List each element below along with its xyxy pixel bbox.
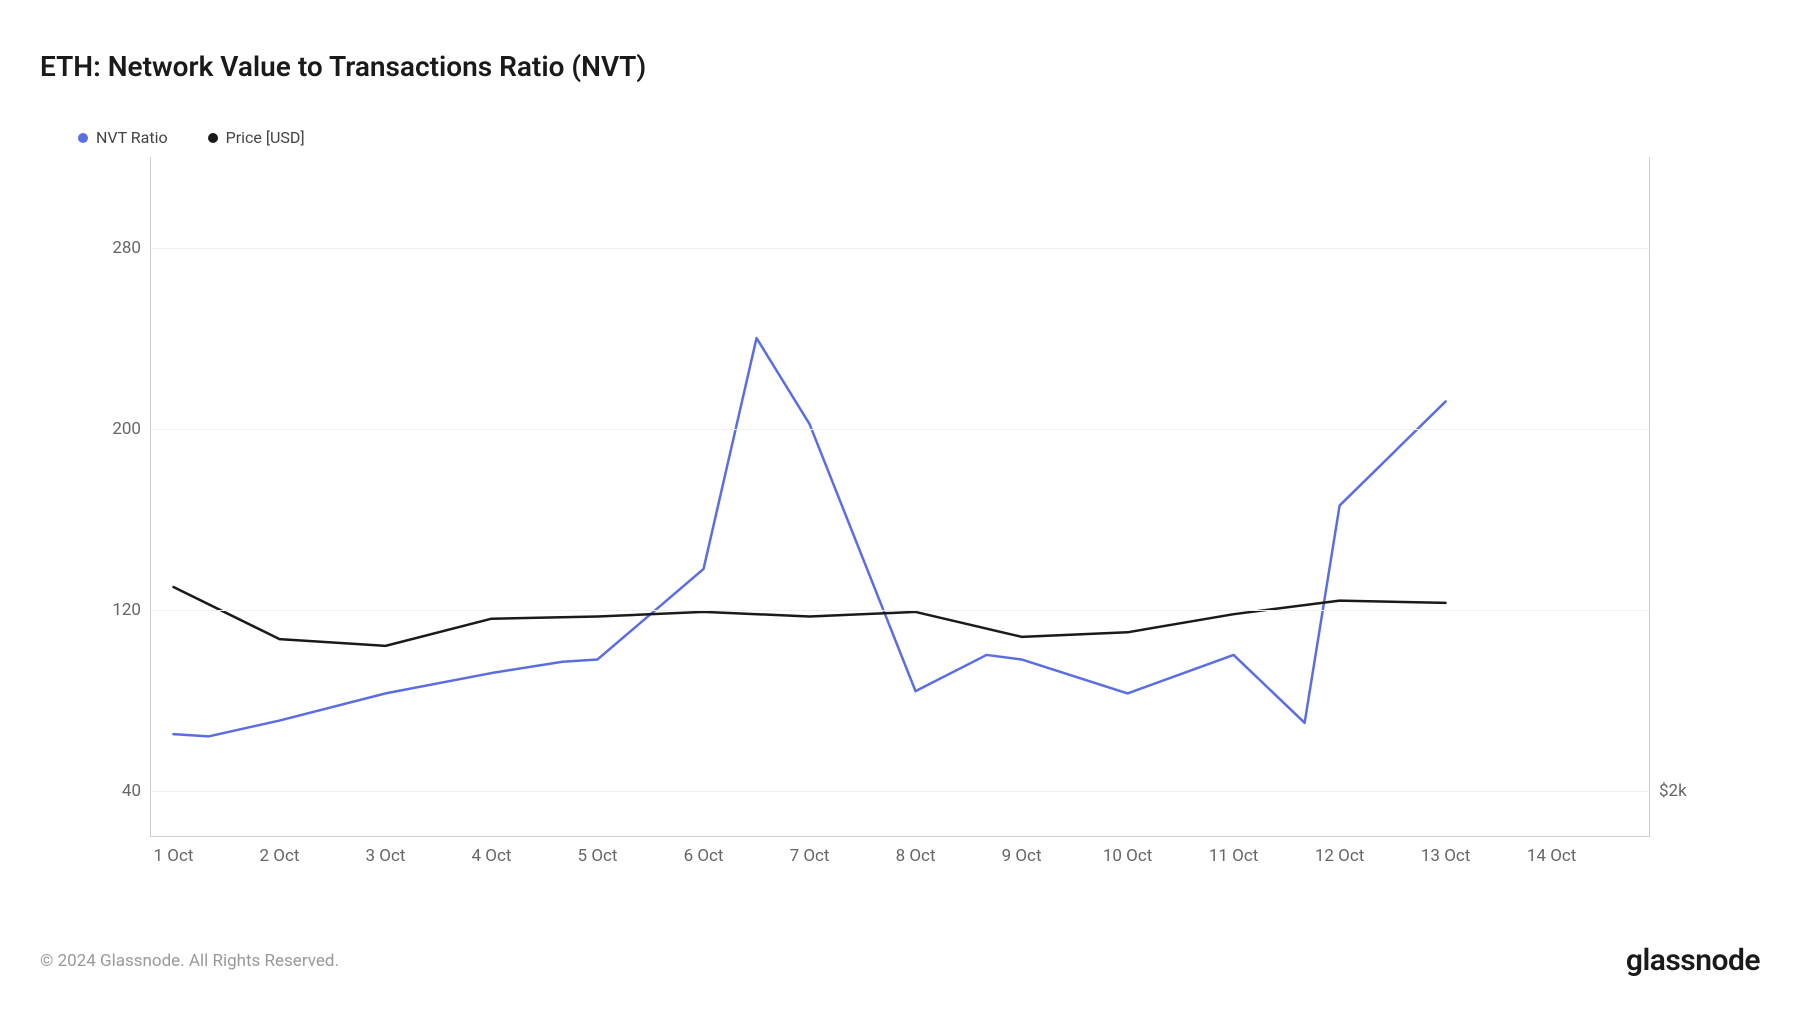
- gridline: [151, 248, 1649, 249]
- x-axis-label: 12 Oct: [1315, 846, 1364, 866]
- brand-logo: glassnode: [1626, 943, 1760, 978]
- y-axis-label: 120: [101, 600, 141, 620]
- x-axis-label: 11 Oct: [1209, 846, 1258, 866]
- chart-title: ETH: Network Value to Transactions Ratio…: [40, 50, 1760, 83]
- x-axis-label: 10 Oct: [1103, 846, 1152, 866]
- x-axis-label: 4 Oct: [472, 846, 512, 866]
- x-axis-label: 3 Oct: [366, 846, 406, 866]
- legend-dot-price: [208, 133, 218, 143]
- legend-item-nvt[interactable]: NVT Ratio: [78, 128, 168, 147]
- chart-container: ETH: Network Value to Transactions Ratio…: [0, 0, 1800, 1013]
- y-axis-label: 40: [101, 781, 141, 801]
- x-axis-label: 6 Oct: [684, 846, 724, 866]
- y-axis-label: 280: [101, 238, 141, 258]
- legend-item-price[interactable]: Price [USD]: [208, 128, 305, 147]
- chart-footer: © 2024 Glassnode. All Rights Reserved. g…: [40, 943, 1760, 978]
- y2-axis-label: $2k: [1659, 781, 1699, 801]
- x-axis-label: 8 Oct: [896, 846, 936, 866]
- gridline: [151, 791, 1649, 792]
- x-axis-label: 2 Oct: [260, 846, 300, 866]
- series-line: [173, 587, 1445, 646]
- chart-lines: [151, 157, 1649, 836]
- x-axis-label: 7 Oct: [790, 846, 830, 866]
- chart-legend: NVT Ratio Price [USD]: [78, 128, 1760, 147]
- chart-area: 40120200280$2k1 Oct2 Oct3 Oct4 Oct5 Oct6…: [110, 157, 1690, 877]
- x-axis-label: 13 Oct: [1421, 846, 1470, 866]
- copyright-text: © 2024 Glassnode. All Rights Reserved.: [40, 951, 339, 971]
- legend-label: NVT Ratio: [96, 128, 168, 147]
- x-axis-label: 1 Oct: [154, 846, 194, 866]
- series-line: [173, 338, 1445, 736]
- x-axis-label: 9 Oct: [1002, 846, 1042, 866]
- legend-dot-nvt: [78, 133, 88, 143]
- x-axis-label: 14 Oct: [1527, 846, 1576, 866]
- gridline: [151, 610, 1649, 611]
- legend-label: Price [USD]: [226, 128, 305, 147]
- plot-area[interactable]: 40120200280$2k1 Oct2 Oct3 Oct4 Oct5 Oct6…: [150, 157, 1650, 837]
- x-axis-label: 5 Oct: [578, 846, 618, 866]
- gridline: [151, 429, 1649, 430]
- y-axis-label: 200: [101, 419, 141, 439]
